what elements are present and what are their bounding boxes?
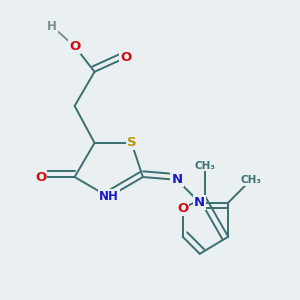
Text: O: O xyxy=(69,40,80,53)
Text: O: O xyxy=(35,170,46,184)
Text: S: S xyxy=(127,136,136,149)
Text: CH₃: CH₃ xyxy=(195,160,216,171)
Text: H: H xyxy=(47,20,57,33)
Text: O: O xyxy=(177,202,188,215)
Text: CH₃: CH₃ xyxy=(241,175,262,185)
Text: O: O xyxy=(120,51,131,64)
Text: N: N xyxy=(194,196,205,209)
Text: NH: NH xyxy=(99,190,119,203)
Text: N: N xyxy=(172,173,183,186)
